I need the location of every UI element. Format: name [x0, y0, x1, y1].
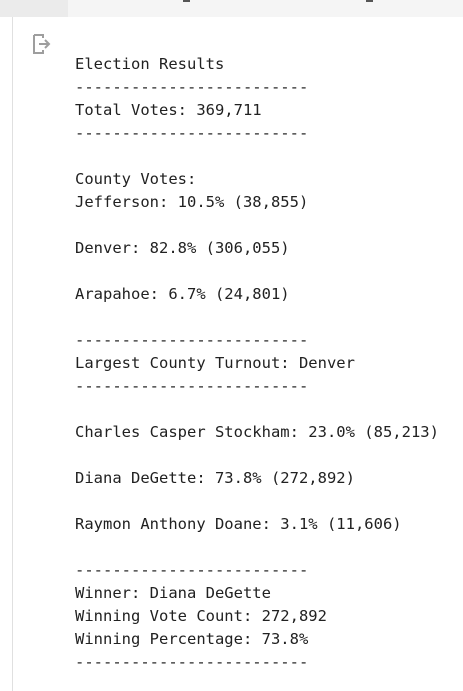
output-line: ------------------------- [75, 653, 309, 671]
output-line: Winning Vote Count: 272,892 [75, 607, 327, 625]
toolbar-mark [366, 0, 373, 2]
output-line [75, 536, 439, 559]
output-line: County Votes: [75, 170, 197, 188]
output-line: Charles Casper Stockham: 23.0% (85,213) [75, 423, 439, 441]
output-line: Election Results [75, 55, 225, 73]
output-line: ------------------------- [75, 124, 309, 142]
cell-left-border [12, 17, 13, 691]
output-line: Total Votes: 369,711 [75, 101, 262, 119]
top-toolbar [0, 0, 463, 17]
output-line: ------------------------- [75, 78, 309, 96]
cell-output-text: Election Results ------------------------… [75, 53, 439, 674]
output-line: Winning Percentage: 73.8% [75, 630, 309, 648]
output-line: Arapahoe: 6.7% (24,801) [75, 285, 290, 303]
output-line: ------------------------- [75, 561, 309, 579]
output-line: Denver: 82.8% (306,055) [75, 239, 290, 257]
output-line: Diana DeGette: 73.8% (272,892) [75, 469, 355, 487]
output-line: Largest County Turnout: Denver [75, 354, 355, 372]
output-line [75, 145, 439, 168]
output-line [75, 260, 439, 283]
output-line [75, 490, 439, 513]
output-line: ------------------------- [75, 377, 309, 395]
toolbar-mark [183, 0, 190, 2]
output-line [75, 444, 439, 467]
output-line: ------------------------- [75, 331, 309, 349]
output-line: Raymon Anthony Doane: 3.1% (11,606) [75, 515, 402, 533]
output-line [75, 398, 439, 421]
output-line: Winner: Diana DeGette [75, 584, 271, 602]
toolbar-cell [0, 0, 68, 17]
output-line [75, 306, 439, 329]
output-line [75, 214, 439, 237]
output-line: Jefferson: 10.5% (38,855) [75, 193, 309, 211]
output-redirect-icon[interactable] [31, 33, 53, 55]
